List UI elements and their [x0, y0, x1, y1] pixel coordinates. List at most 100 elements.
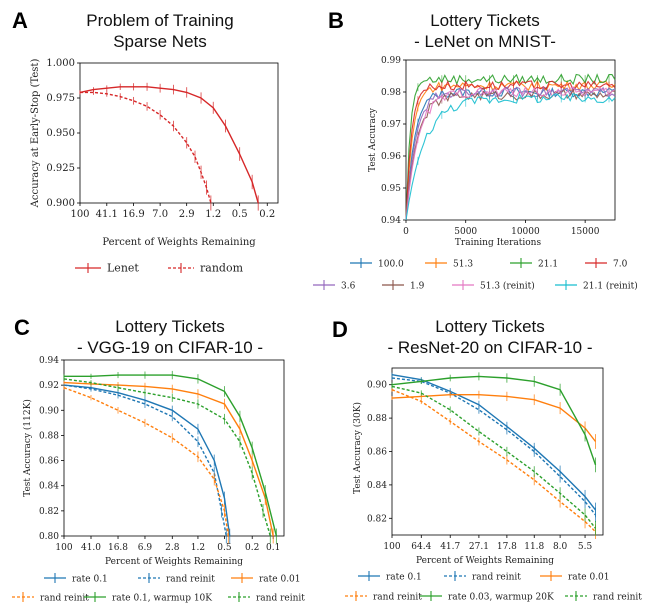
ylabel-a: Accuracy at Early-Stop (Test) [30, 59, 41, 209]
legend-label: rand reinit [166, 575, 215, 585]
y-tick-label: 0.82 [39, 507, 59, 517]
plot-area-c: 100 41.0 16.8 6.9 2.8 1.2 0.5 0.2 0.1 0.80 0.82 0.8… [39, 356, 285, 553]
legend-label: 3.6 [341, 282, 356, 292]
plot-frame-b [405, 59, 616, 221]
plot-frame-c [63, 359, 285, 537]
legend-label: 1.9 [410, 282, 425, 292]
x-tick-label: 15000 [571, 227, 600, 237]
series-line-a-1 [80, 91, 212, 204]
x-tick-label: 16.8 [108, 543, 128, 553]
legend-label: random [200, 262, 244, 275]
series-line-d-5 [391, 385, 597, 529]
legend-b: 100.0 51.3 21.1 7.0 3.6 1.9 51.3 (reinit) 21.1 … [313, 258, 638, 292]
x-tick-label: 5000 [454, 227, 477, 237]
legend-d: rate 0.1 rand reinit rate 0.01 rand reinit r… [345, 571, 642, 603]
x-tick-label: 1.2 [205, 209, 221, 220]
panel-label-b: B [328, 8, 344, 33]
panel-label-d: D [332, 317, 348, 342]
title-c-line1: Lottery Tickets [115, 317, 225, 336]
xlabel-d: Percent of Weights Remaining [416, 556, 554, 566]
xlabel-c: Percent of Weights Remaining [105, 557, 243, 567]
plot-area-b: 0 5000 10000 15000 0.94 0.95 0.96 0.97 0.98 0.99 [381, 56, 616, 237]
xlabel-b: Training Iterations [455, 238, 542, 248]
y-tick-label: 0.99 [381, 56, 401, 66]
y-tick-label: 0.900 [46, 198, 75, 209]
legend-label: Lenet [107, 262, 139, 275]
panel-c: C Lottery Tickets - VGG-19 on CIFAR-10 -… [12, 315, 305, 604]
x-tick-label: 0.2 [259, 209, 275, 220]
title-b-line2: - LeNet on MNIST- [414, 32, 556, 51]
title-b-line1: Lottery Tickets [430, 11, 540, 30]
y-tick-label: 0.90 [39, 406, 59, 416]
legend-label: rand reinit [256, 594, 305, 604]
x-tick-label: 27.1 [469, 542, 489, 552]
y-tick-label: 0.95 [381, 184, 401, 194]
y-tick-label: 0.84 [367, 481, 387, 491]
legend-label: 100.0 [378, 260, 404, 270]
panel-label-a: A [12, 8, 28, 33]
series-line-b-1 [405, 79, 616, 221]
series-line-d-1 [391, 377, 597, 516]
y-tick-label: 1.000 [46, 58, 75, 69]
y-tick-label: 0.97 [381, 120, 401, 130]
legend-label: rate 0.1, warmup 10K [112, 594, 212, 604]
x-tick-label: 100 [55, 543, 72, 553]
series-line-c-5 [63, 378, 271, 537]
series-line-b-7 [405, 92, 616, 221]
xlabel-a: Percent of Weights Remaining [102, 237, 256, 248]
legend-label: rand reinit [40, 594, 89, 604]
y-tick-label: 0.92 [39, 381, 59, 391]
x-tick-label: 2.8 [165, 543, 180, 553]
title-c-line2: - VGG-19 on CIFAR-10 - [77, 338, 263, 357]
x-tick-label: 1.2 [191, 543, 205, 553]
series-line-b-0 [405, 86, 616, 221]
series-line-c-4 [64, 374, 278, 537]
legend-label: 21.1 [538, 260, 558, 270]
plot-area-d: 100 64.4 41.7 27.1 17.8 11.8 8.0 5.5 0.82 0.84 0.8… [367, 367, 604, 552]
y-tick-label: 0.82 [367, 514, 387, 524]
legend-c: rate 0.1 rand reinit rate 0.01 rand reinit r… [12, 573, 305, 604]
x-tick-label: 16.9 [122, 209, 144, 220]
series-line-c-0 [63, 384, 231, 537]
title-d-line2: - ResNet-20 on CIFAR-10 - [387, 338, 592, 357]
legend-a: Lenet random [75, 262, 244, 275]
series-line-b-3 [405, 80, 616, 221]
ylabel-b: Test Accuracy [368, 107, 378, 172]
x-tick-label: 8.0 [553, 542, 568, 552]
y-tick-label: 0.96 [381, 152, 401, 162]
legend-label: 21.1 (reinit) [583, 281, 638, 292]
x-tick-label: 41.7 [440, 542, 460, 552]
y-tick-label: 0.88 [367, 414, 387, 424]
title-d-line1: Lottery Tickets [435, 317, 545, 336]
legend-label: rate 0.03, warmup 20K [448, 593, 554, 603]
y-tick-label: 0.84 [39, 482, 59, 492]
y-tick-label: 0.98 [381, 88, 401, 98]
x-tick-label: 2.9 [179, 209, 195, 220]
x-tick-label: 6.9 [138, 543, 153, 553]
legend-label: 7.0 [613, 260, 628, 270]
legend-label: rand reinit [373, 593, 422, 603]
x-tick-label: 0.1 [266, 543, 280, 553]
x-tick-label: 10000 [511, 227, 540, 237]
x-tick-label: 64.4 [411, 542, 431, 552]
x-tick-label: 5.5 [578, 542, 593, 552]
y-tick-label: 0.94 [39, 356, 59, 366]
series-line-b-2 [405, 73, 616, 221]
x-tick-label: 0.5 [232, 209, 248, 220]
series-line-c-3 [63, 387, 229, 537]
y-tick-label: 0.86 [367, 448, 387, 458]
series-line-b-4 [405, 86, 616, 221]
x-tick-label: 0.5 [217, 543, 232, 553]
x-tick-label: 100 [70, 209, 89, 220]
legend-label: rate 0.01 [259, 575, 301, 585]
legend-label: 51.3 (reinit) [480, 281, 535, 292]
panel-b: B Lottery Tickets - LeNet on MNIST- Trai… [313, 8, 638, 292]
legend-label: 51.3 [453, 260, 473, 270]
x-tick-label: 100 [383, 542, 400, 552]
panel-d: D Lottery Tickets - ResNet-20 on CIFAR-1… [332, 317, 642, 603]
y-tick-label: 0.90 [367, 381, 387, 391]
panel-a: A Problem of Training Sparse Nets Percen… [12, 8, 279, 275]
series-line-b-5 [405, 89, 616, 221]
legend-label: rate 0.01 [568, 573, 610, 583]
